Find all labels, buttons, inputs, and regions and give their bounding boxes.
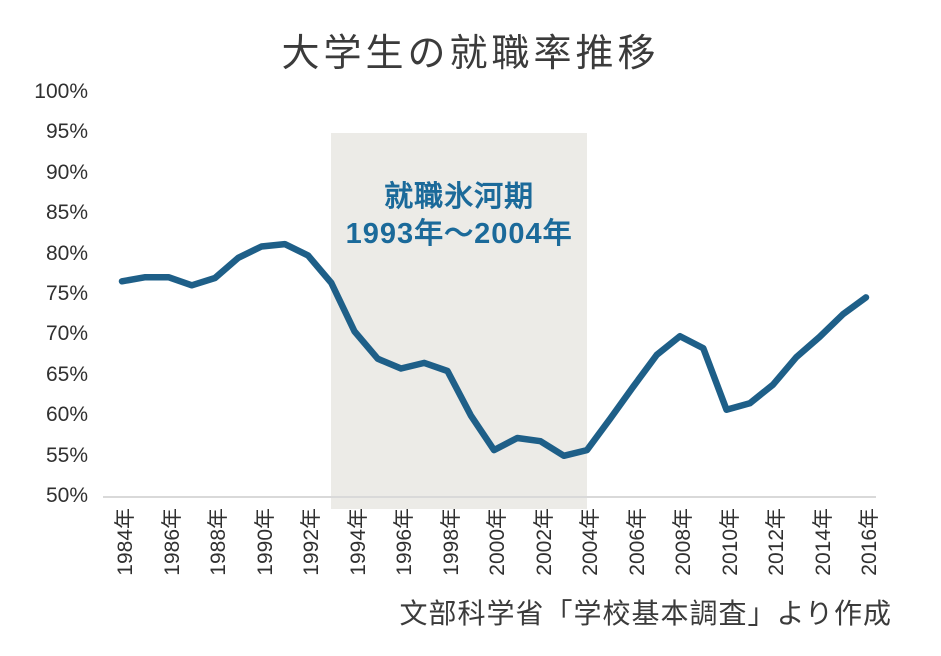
y-tick-label: 65%: [45, 362, 88, 386]
y-tick-label: 85%: [45, 201, 88, 225]
y-tick-label: 60%: [45, 403, 88, 427]
y-tick-label: 100%: [34, 80, 88, 103]
y-tick-label: 55%: [45, 443, 88, 467]
y-tick-label: 75%: [45, 282, 88, 305]
y-tick-label: 90%: [45, 160, 88, 184]
ice-age-annotation-line1: 就職氷河期: [384, 181, 535, 214]
ice-age-annotation-line2: 1993年～2004年: [345, 218, 573, 251]
y-tick-label: 80%: [45, 241, 88, 265]
y-tick-label: 70%: [45, 322, 88, 346]
y-tick-label: 50%: [45, 484, 88, 507]
y-tick-label: 95%: [45, 120, 88, 144]
chart-title: 大学生の就職率推移: [281, 33, 660, 75]
source-note: 文部科学省「学校基本調査」より作成: [399, 598, 892, 629]
employment-rate-line: [118, 240, 870, 460]
ice-age-annotation: 就職氷河期 1993年～2004年: [331, 179, 587, 253]
